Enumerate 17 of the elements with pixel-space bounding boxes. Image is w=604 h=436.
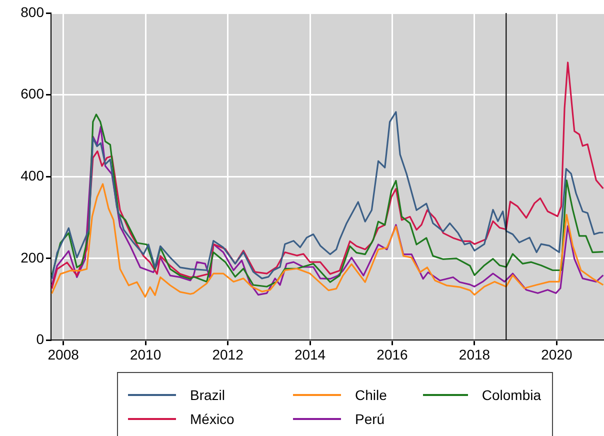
legend-label: Colombia bbox=[482, 387, 541, 403]
legend-label: Chile bbox=[355, 387, 387, 403]
y-tick-label: 800 bbox=[20, 4, 44, 20]
x-tick-label: 2008 bbox=[48, 346, 80, 362]
legend-label: México bbox=[190, 411, 234, 427]
y-tick-label: 400 bbox=[20, 167, 44, 184]
y-tick-label: 200 bbox=[20, 249, 44, 266]
y-tick-label: 600 bbox=[20, 86, 44, 102]
x-tick-label: 2018 bbox=[458, 346, 490, 362]
x-tick-label: 2020 bbox=[541, 346, 572, 362]
x-tick-label: 2010 bbox=[130, 346, 162, 362]
legend-label: Brazil bbox=[190, 387, 226, 403]
x-tick-label: 2012 bbox=[212, 346, 244, 362]
y-tick-label: 0 bbox=[36, 331, 44, 348]
x-tick-label: 2016 bbox=[376, 346, 408, 362]
legend-label: Perú bbox=[355, 411, 385, 427]
x-tick-label: 2014 bbox=[294, 346, 326, 362]
